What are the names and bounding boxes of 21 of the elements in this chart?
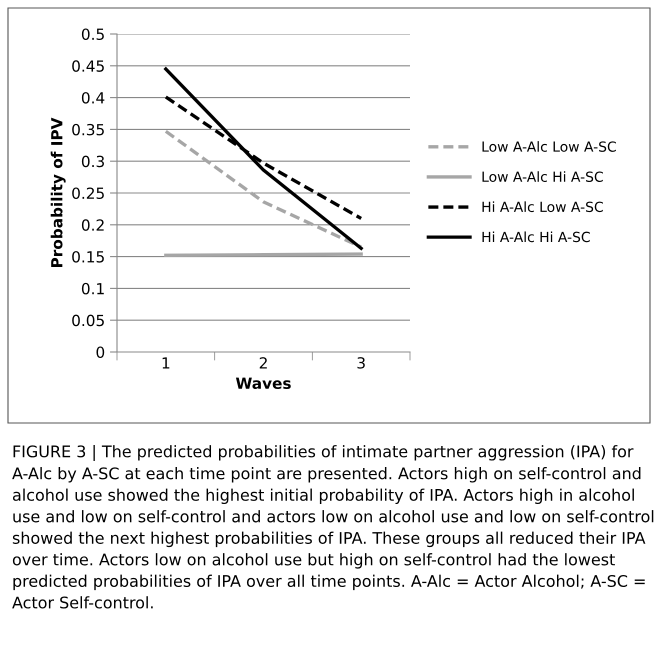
y-tick-label: 0.35 [72,124,104,136]
y-tick-label: 0.45 [72,60,104,72]
y-tick-label: 0.5 [82,28,104,40]
y-tick-label: 0.15 [72,251,104,263]
legend-label: Low A-Alc Hi A-SC [482,171,603,182]
legend-label: Hi A-Alc Low A-SC [482,201,603,212]
x-tick-label: 2 [260,357,267,368]
legend-label: Low A-Alc Low A-SC [482,141,616,152]
y-tick-label: 0.4 [82,92,104,104]
y-tick-label: 0.25 [72,187,104,200]
y-tick-label: 0.3 [82,156,104,168]
y-axis-title: Probability of IPV [50,118,66,268]
caption: FIGURE 3 | The predicted probabilities of intimate partner aggression (IPA) for A-Alc by A-SC at each time point are presented. Actors high on self-control and alcohol use showed the highest initial probability of IPA. Actors high in alcohol use and low on self-control and actors low on alcohol use and low on self-control showed the next highest probabilities of IPA. These groups all reduced their IPA over time. Actors low on alcohol use but high on self-control had the lowest predicted probabilities of IPA over all time points. A-Alc = Actor Alcohol; A-SC = Actor Self-control. [12,445,654,609]
x-tick-label: 3 [357,357,365,369]
y-tick-label: 0.1 [82,282,104,294]
y-tick-label: 0.2 [82,219,104,231]
y-tick-label: 0.05 [72,314,104,326]
y-tick-label: 0 [96,346,104,358]
x-axis-title: Waves [236,378,291,390]
legend-label: Hi A-Alc Hi A-SC [482,231,590,242]
x-tick-label: 1 [162,357,170,368]
